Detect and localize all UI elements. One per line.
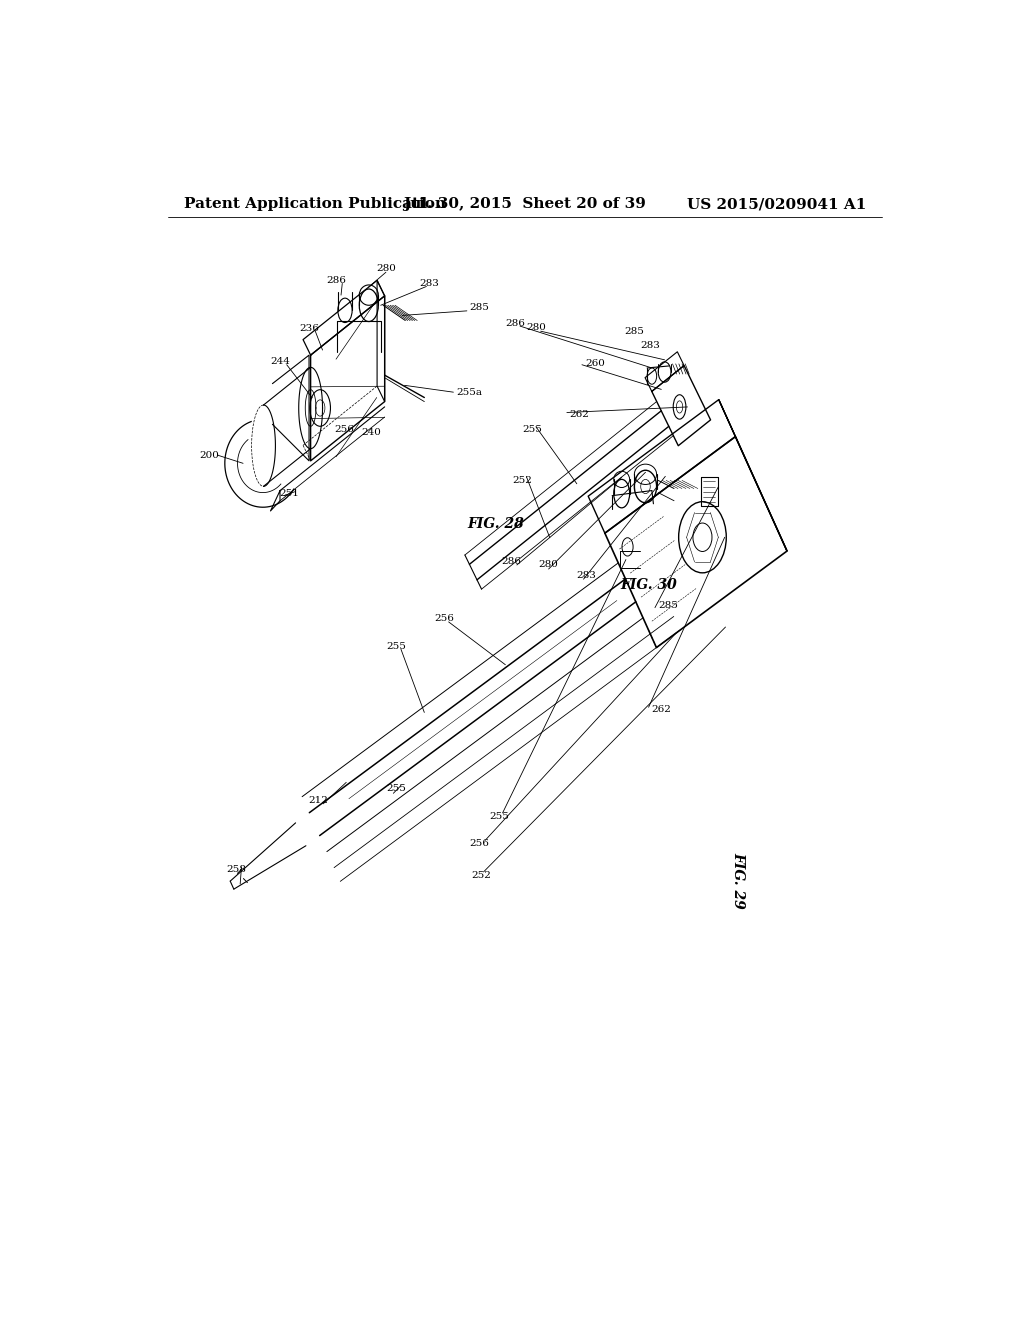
- Text: 260: 260: [585, 359, 605, 368]
- Text: 252: 252: [512, 477, 532, 484]
- Text: 212: 212: [308, 796, 329, 805]
- Text: 262: 262: [652, 705, 672, 714]
- Text: 256: 256: [434, 614, 454, 623]
- Text: 244: 244: [270, 358, 291, 366]
- Text: 256: 256: [470, 840, 489, 847]
- Text: 280: 280: [526, 322, 547, 331]
- Text: 240: 240: [360, 428, 381, 437]
- Text: FIG. 28: FIG. 28: [468, 517, 524, 532]
- Text: 251: 251: [280, 490, 299, 499]
- Text: 256: 256: [334, 425, 354, 434]
- Text: FIG. 30: FIG. 30: [620, 578, 677, 593]
- Text: 280: 280: [539, 561, 558, 569]
- Text: 283: 283: [577, 570, 597, 579]
- Text: 280: 280: [376, 264, 396, 273]
- Text: 252: 252: [471, 871, 492, 880]
- Text: FIG. 29: FIG. 29: [731, 851, 745, 908]
- Text: 255: 255: [386, 642, 407, 651]
- Text: 285: 285: [658, 601, 678, 610]
- Text: 286: 286: [502, 557, 521, 566]
- Text: 283: 283: [640, 341, 659, 350]
- Text: 285: 285: [625, 326, 645, 335]
- Text: 255: 255: [523, 425, 543, 434]
- Text: 286: 286: [326, 276, 346, 285]
- Text: 255: 255: [489, 812, 509, 821]
- Text: 262: 262: [569, 411, 589, 418]
- Text: Jul. 30, 2015  Sheet 20 of 39: Jul. 30, 2015 Sheet 20 of 39: [403, 197, 646, 211]
- Text: 255: 255: [386, 784, 407, 793]
- Text: 258: 258: [226, 866, 246, 874]
- Text: 200: 200: [200, 450, 220, 459]
- Text: 283: 283: [420, 279, 439, 288]
- Text: US 2015/0209041 A1: US 2015/0209041 A1: [687, 197, 866, 211]
- Text: Patent Application Publication: Patent Application Publication: [183, 197, 445, 211]
- Text: 255a: 255a: [457, 388, 482, 397]
- Text: 286: 286: [505, 318, 525, 327]
- Text: 285: 285: [469, 304, 489, 313]
- Text: 236: 236: [299, 323, 318, 333]
